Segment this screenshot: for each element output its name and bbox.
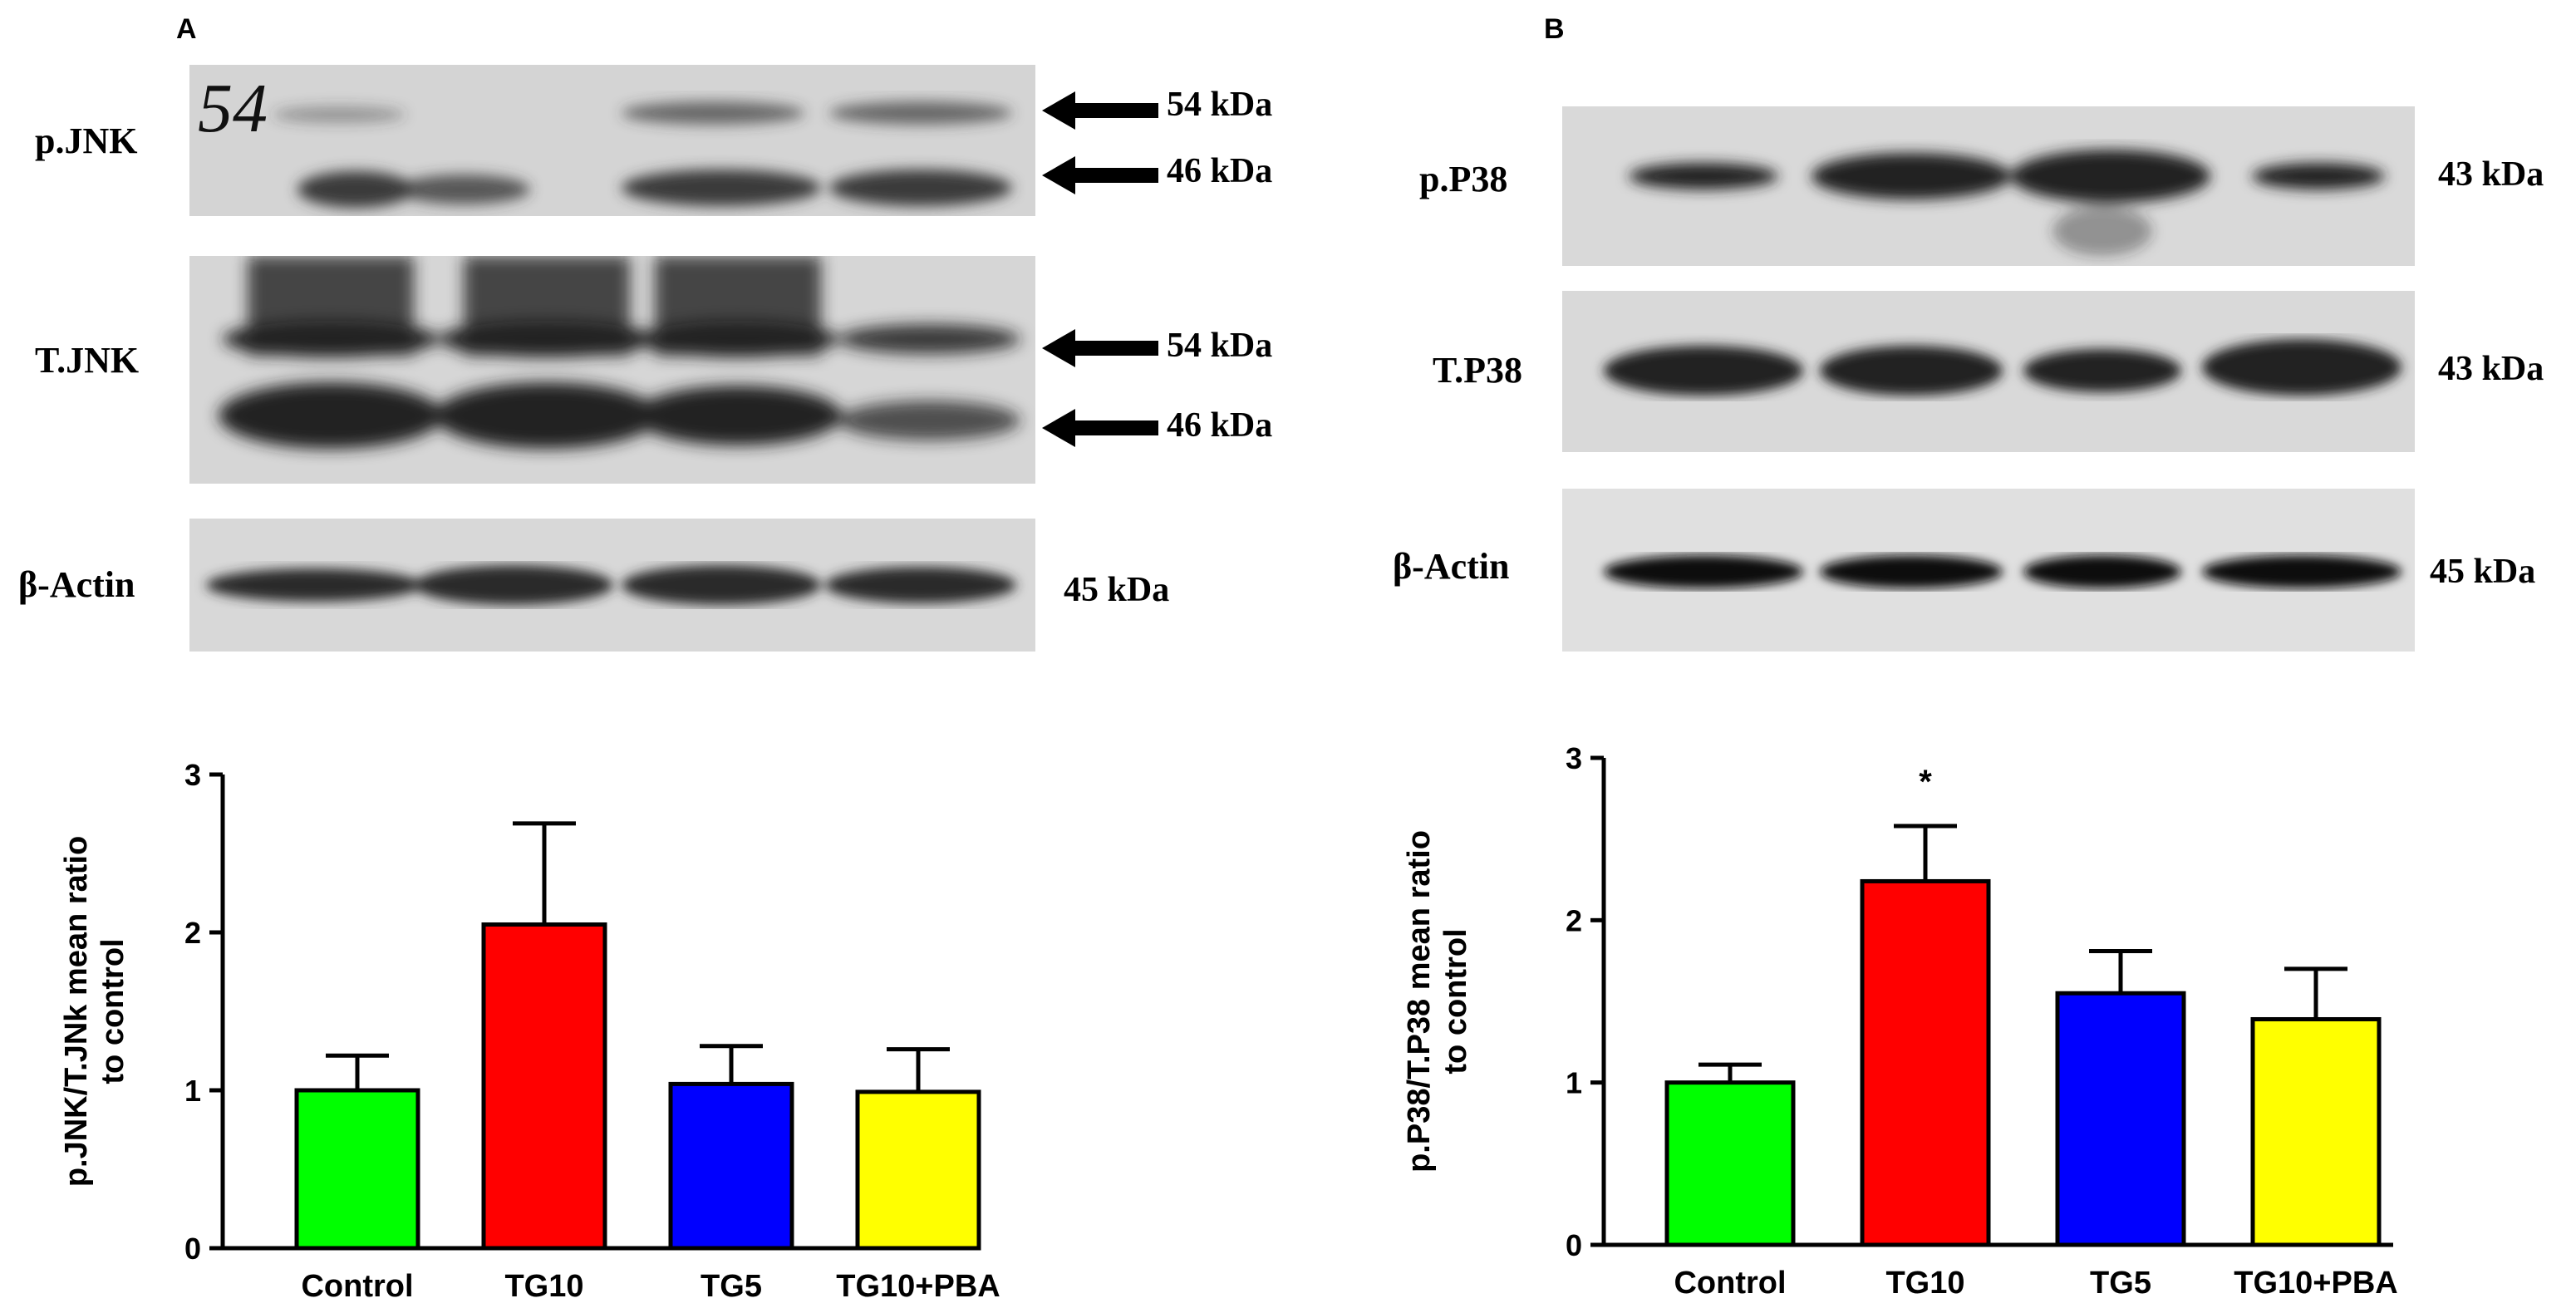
blot-b3-label: β-Actin <box>1393 546 1510 587</box>
blot-b1-label: p.P38 <box>1419 159 1508 199</box>
chart-1-ylabel: to control <box>96 938 130 1084</box>
chart-1-category-label: Control <box>301 1269 413 1304</box>
chart-2-category-label: TG5 <box>2090 1266 2151 1301</box>
blot-actin-b <box>1562 489 2415 652</box>
chart-2-bar-control <box>1664 1080 1796 1247</box>
blot-a1-label: p.JNK <box>35 120 138 161</box>
blot-t-p38-image <box>1562 291 2415 452</box>
marker-a2-54: 54 kDa <box>1167 327 1273 365</box>
chart-2-significance-star: * <box>1919 764 1932 800</box>
chart-2-ytick-label: 2 <box>1566 903 1582 937</box>
chart-2-bar-tg10-pba <box>2250 1016 2382 1247</box>
panel-b-letter: B <box>1544 13 1565 45</box>
blot-p-p38-image <box>1562 106 2415 266</box>
chart-1-bar-tg10-pba <box>855 1089 981 1251</box>
chart-2-ytick-label: 1 <box>1566 1066 1582 1100</box>
arrow-icon <box>1042 329 1158 367</box>
marker-b3-45: 45 kDa <box>2430 553 2536 591</box>
chart-1-bar-tg5 <box>668 1081 794 1251</box>
chart-2-ytick-label: 0 <box>1566 1228 1582 1262</box>
blot-t-jnk <box>189 256 1035 484</box>
blot-b2-label: T.P38 <box>1433 350 1522 391</box>
marker-b2-43: 43 kDa <box>2438 350 2544 388</box>
chart-1-ytick-label: 3 <box>184 758 201 792</box>
handwritten-marker: 54 <box>198 70 268 147</box>
blot-actin-a-image <box>189 519 1035 652</box>
panel-a-letter: A <box>176 13 197 45</box>
chart-2-category-label: TG10+PBA <box>2234 1266 2397 1301</box>
blot-p-jnk-image: 54 <box>189 65 1035 216</box>
marker-b1-43: 43 kDa <box>2438 155 2544 194</box>
chart-1-ytick-label: 2 <box>184 916 201 950</box>
blot-p-jnk: 54 <box>189 65 1035 216</box>
chart-2-ylabel: to control <box>1438 928 1473 1074</box>
marker-a1-54: 54 kDa <box>1167 86 1273 124</box>
marker-a3-45: 45 kDa <box>1064 571 1170 609</box>
chart-2-ylabel: p.P38/T.P38 mean ratio <box>1402 830 1437 1173</box>
blot-p-p38 <box>1562 106 2415 266</box>
blot-actin-b-image <box>1562 489 2415 652</box>
chart-1-category-label: TG5 <box>701 1269 762 1304</box>
marker-a1-46: 46 kDa <box>1167 152 1273 190</box>
chart-1-bar-tg10 <box>481 922 607 1251</box>
chart-2-bar-tg5 <box>2055 991 2186 1247</box>
blot-a3-label: β-Actin <box>18 564 135 605</box>
chart-2-ytick-label: 3 <box>1566 741 1582 775</box>
chart-2-category-label: TG10 <box>1885 1266 1964 1301</box>
blot-a2-label: T.JNK <box>35 340 140 381</box>
chart-1-ylabel: p.JNK/T.JNk mean ratio <box>59 836 94 1187</box>
chart-1-category-label: TG10 <box>504 1269 583 1304</box>
blot-actin-a <box>189 519 1035 652</box>
chart-2-category-label: Control <box>1674 1266 1786 1301</box>
arrow-icon <box>1042 91 1158 130</box>
chart-1-category-label: TG10+PBA <box>836 1269 1000 1304</box>
chart-1-bar-control <box>294 1088 420 1251</box>
arrow-icon <box>1042 156 1158 194</box>
marker-a2-46: 46 kDa <box>1167 406 1273 445</box>
arrow-icon <box>1042 409 1158 447</box>
blot-t-p38 <box>1562 291 2415 452</box>
chart-1-ytick-label: 0 <box>184 1232 201 1266</box>
chart-1-ytick-label: 1 <box>184 1074 201 1108</box>
chart-2-bar-tg10 <box>1860 878 1991 1247</box>
blot-t-jnk-image <box>189 256 1035 484</box>
